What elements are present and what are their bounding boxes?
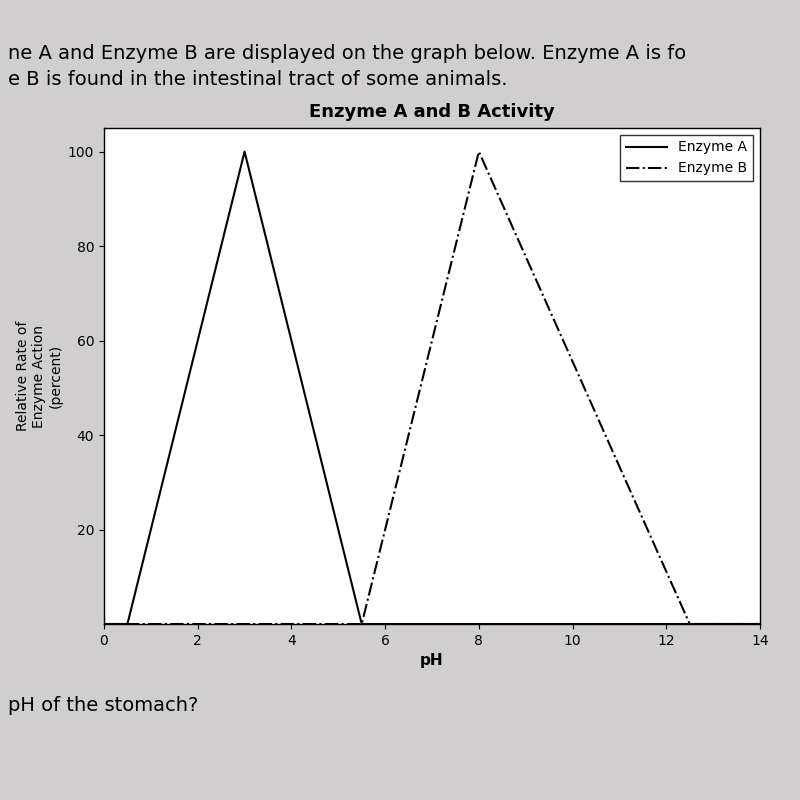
Legend: Enzyme A, Enzyme B: Enzyme A, Enzyme B <box>620 135 753 181</box>
Enzyme B <box>755 619 765 629</box>
Enzyme A <box>755 619 765 629</box>
Text: e B is found in the intestinal tract of some animals.: e B is found in the intestinal tract of … <box>8 70 507 90</box>
Enzyme A <box>122 619 132 629</box>
Enzyme A <box>99 619 109 629</box>
Enzyme B <box>99 619 109 629</box>
Enzyme A <box>357 619 366 629</box>
Text: pH of the stomach?: pH of the stomach? <box>8 696 198 715</box>
Y-axis label: Relative Rate of
Enzyme Action
(percent): Relative Rate of Enzyme Action (percent) <box>16 321 62 431</box>
Enzyme B <box>685 619 694 629</box>
Enzyme B <box>474 147 484 157</box>
Line: Enzyme B: Enzyme B <box>104 152 760 624</box>
Enzyme B <box>357 619 366 629</box>
Line: Enzyme A: Enzyme A <box>104 152 760 624</box>
Enzyme A <box>240 147 250 157</box>
X-axis label: pH: pH <box>420 654 444 668</box>
Text: ne A and Enzyme B are displayed on the graph below. Enzyme A is fo: ne A and Enzyme B are displayed on the g… <box>8 44 686 63</box>
Title: Enzyme A and B Activity: Enzyme A and B Activity <box>309 103 555 121</box>
